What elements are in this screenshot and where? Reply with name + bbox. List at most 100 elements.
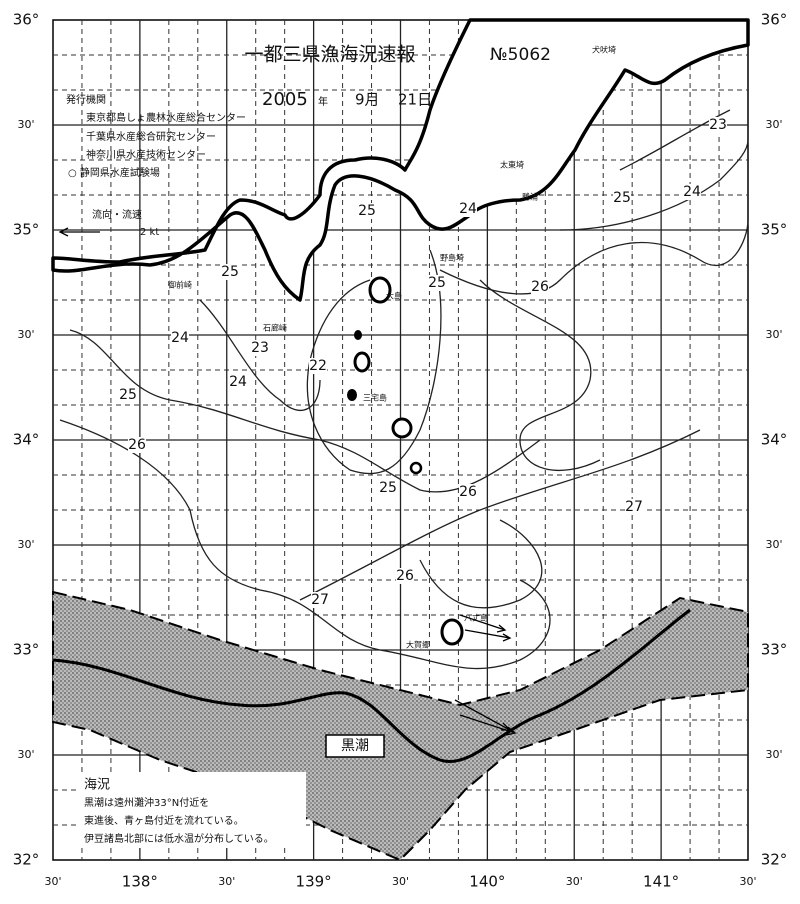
- isotherm: [439, 219, 749, 295]
- isotherm-label-bg: [229, 374, 247, 390]
- isotherm-label: 26: [396, 568, 414, 584]
- isotherm: [619, 109, 731, 171]
- isotherm-label: 25: [358, 203, 376, 219]
- place-name: 野島埼: [440, 253, 464, 263]
- lat-label: 32°: [13, 851, 40, 869]
- lat-label: 30': [17, 748, 34, 761]
- isotherm-label: 26: [531, 279, 549, 295]
- isotherm-label: 25: [379, 480, 397, 496]
- isotherm-label: 22: [309, 358, 327, 374]
- lat-label: 30': [17, 118, 34, 131]
- lon-label: 30': [739, 875, 756, 888]
- isotherm-label-bg: [613, 190, 631, 206]
- isotherm: [199, 299, 321, 412]
- lon-label: 139°: [296, 873, 332, 891]
- isotherm-label-bg: [309, 358, 327, 374]
- lon-label: 30': [218, 875, 235, 888]
- isotherm-label-bg: [311, 592, 329, 608]
- place-name: 大賀郷: [406, 640, 430, 650]
- coastline: [51, 18, 750, 302]
- lon-label: 140°: [469, 873, 505, 891]
- place-name: 八丈島: [464, 613, 488, 623]
- island: [347, 389, 357, 401]
- isotherm: [69, 329, 541, 493]
- lon-label: 138°: [122, 873, 158, 891]
- isotherm-label-bg: [171, 330, 189, 346]
- isotherm-label: 24: [459, 201, 477, 217]
- lon-label: 30': [44, 875, 61, 888]
- isotherm-label-bg: [625, 499, 643, 515]
- isotherm-label-bg: [128, 437, 146, 453]
- isotherm-label: 25: [221, 264, 239, 280]
- lat-label: 30': [765, 118, 782, 131]
- islands: [347, 276, 464, 646]
- place-name: 御前崎: [168, 280, 192, 290]
- current-arrow: [464, 629, 512, 642]
- current-arrow: [459, 614, 507, 633]
- isotherm-label: 24: [171, 330, 189, 346]
- place-name: 石廊崎: [263, 323, 287, 333]
- isotherms: [59, 109, 749, 670]
- current-arrow: [459, 714, 517, 736]
- lat-label: 32°: [761, 851, 788, 869]
- lat-label: 34°: [761, 431, 788, 449]
- isotherm-label: 24: [229, 374, 247, 390]
- isotherm-label-bg: [396, 568, 414, 584]
- lat-label: 35°: [13, 221, 40, 239]
- isotherm-label: 25: [428, 275, 446, 291]
- isotherm: [306, 249, 442, 475]
- isotherm-label: 27: [625, 499, 643, 515]
- island: [353, 351, 371, 373]
- isotherm-label-bg: [683, 184, 701, 200]
- current-arrow: [58, 227, 100, 237]
- publisher: 東京都島しょ農林水産総合センター: [86, 111, 246, 124]
- publisher-heading: 発行機関: [66, 93, 106, 106]
- isotherm-label: 24: [683, 184, 701, 200]
- isotherm-label: 27: [311, 592, 329, 608]
- lat-label: 30': [765, 538, 782, 551]
- island: [368, 276, 392, 304]
- notes-heading: 海況: [84, 778, 110, 793]
- island: [391, 417, 413, 439]
- lat-label: 33°: [761, 641, 788, 659]
- island: [409, 461, 423, 475]
- lat-label: 33°: [13, 641, 40, 659]
- isotherm-label: 23: [709, 117, 727, 133]
- lat-label: 30': [17, 328, 34, 341]
- lat-label: 36°: [761, 11, 788, 29]
- lon-label: 30': [566, 875, 583, 888]
- notes-line: 東進後、青ヶ島付近を流れている。: [84, 814, 244, 827]
- legend-scale: 2 kt: [140, 227, 159, 238]
- date-year-unit: 年: [318, 95, 328, 108]
- date-year: 2005: [262, 89, 308, 110]
- date-month: 9月: [355, 91, 380, 109]
- lat-label: 30': [765, 328, 782, 341]
- place-name: 太東埼: [500, 160, 524, 170]
- lon-label: 30': [392, 875, 409, 888]
- isotherm: [59, 419, 551, 670]
- place-name: 犬吠埼: [592, 45, 616, 55]
- isotherm-label-bg: [459, 484, 477, 500]
- labels: 36° 36° 30' 30' 35° 35° 30' 30' 34° 34° 30' 30' 33° 3…: [13, 11, 788, 891]
- place-name: 勝浦: [522, 192, 538, 202]
- lat-label: 30': [17, 538, 34, 551]
- kuroshio-axis: [52, 608, 691, 764]
- notes-line: 黒潮は遠州灘沖33°N付近を: [84, 796, 209, 809]
- notes-line: 伊豆諸島北部には低水温が分布している。: [84, 832, 274, 845]
- isotherm-label: 25: [613, 190, 631, 206]
- island: [440, 618, 464, 646]
- isotherm-label-bg: [358, 203, 376, 219]
- legend-title: 流向・流速: [92, 208, 142, 221]
- isotherm: [479, 279, 601, 472]
- issue-number: №5062: [490, 45, 551, 65]
- place-name: 大島: [386, 291, 402, 301]
- place-name: 三宅島: [363, 393, 387, 403]
- kuroshio-band: [52, 590, 749, 862]
- notes-box: [76, 772, 306, 848]
- publisher: 神奈川県水産技術センター: [86, 148, 206, 161]
- isotherm-label: 25: [119, 387, 137, 403]
- isotherm: [419, 519, 543, 609]
- isotherm-label-bg: [221, 264, 239, 280]
- isotherm: [559, 139, 749, 231]
